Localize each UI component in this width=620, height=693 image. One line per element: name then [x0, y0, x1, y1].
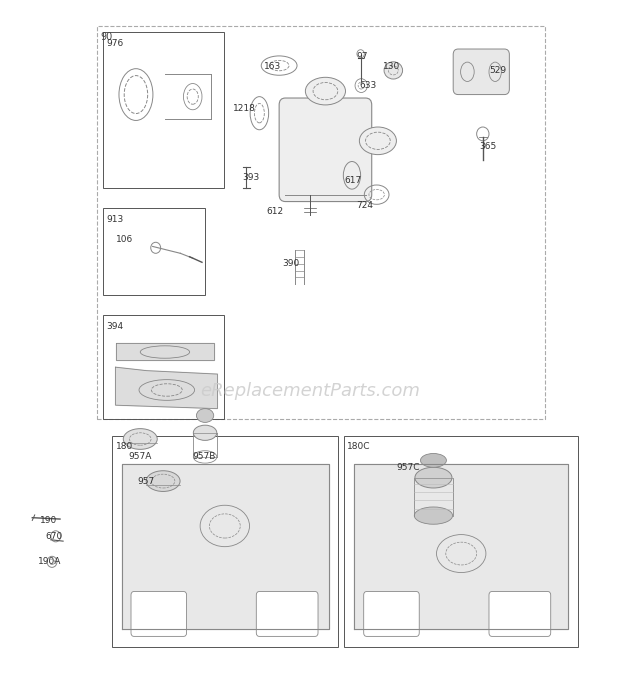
FancyBboxPatch shape	[131, 592, 187, 636]
Text: 724: 724	[356, 200, 373, 209]
Text: 394: 394	[106, 322, 123, 331]
Text: 180: 180	[115, 442, 133, 451]
Text: 97: 97	[356, 52, 368, 61]
Text: 612: 612	[267, 207, 284, 216]
Text: 390: 390	[282, 259, 299, 268]
Ellipse shape	[193, 426, 217, 440]
Bar	[97, 26, 544, 419]
Text: 1218: 1218	[233, 104, 255, 113]
Ellipse shape	[306, 78, 345, 105]
Text: 393: 393	[242, 173, 259, 182]
FancyBboxPatch shape	[279, 98, 372, 202]
Text: 957C: 957C	[396, 463, 420, 472]
Text: 670: 670	[46, 532, 63, 541]
Text: 163: 163	[264, 62, 281, 71]
Text: 529: 529	[489, 66, 506, 75]
Ellipse shape	[343, 161, 361, 189]
Bar	[104, 315, 224, 419]
Text: 957B: 957B	[193, 453, 216, 462]
Ellipse shape	[384, 62, 402, 79]
FancyBboxPatch shape	[364, 592, 419, 636]
Text: 130: 130	[383, 62, 400, 71]
Text: eReplacementParts.com: eReplacementParts.com	[200, 383, 420, 401]
Ellipse shape	[360, 127, 396, 155]
Polygon shape	[115, 367, 218, 409]
FancyBboxPatch shape	[489, 592, 551, 636]
Text: 190A: 190A	[38, 557, 62, 566]
Text: 976: 976	[106, 39, 123, 48]
Text: 633: 633	[360, 81, 376, 90]
Ellipse shape	[420, 453, 446, 467]
Polygon shape	[122, 464, 329, 629]
Ellipse shape	[415, 467, 452, 488]
Ellipse shape	[146, 471, 180, 491]
Text: 957A: 957A	[128, 453, 151, 462]
Text: 106: 106	[115, 235, 133, 244]
Text: 180C: 180C	[347, 442, 371, 451]
FancyBboxPatch shape	[453, 49, 510, 94]
Bar	[104, 33, 224, 188]
Ellipse shape	[123, 429, 157, 449]
Text: 90: 90	[100, 33, 112, 42]
Ellipse shape	[197, 409, 214, 423]
Bar	[344, 436, 578, 647]
Text: 617: 617	[344, 176, 361, 185]
Polygon shape	[115, 343, 215, 360]
Text: 913: 913	[106, 215, 123, 224]
Text: 957: 957	[137, 477, 154, 486]
Text: 190: 190	[40, 516, 57, 525]
Polygon shape	[355, 464, 568, 629]
FancyBboxPatch shape	[256, 592, 318, 636]
Bar	[112, 436, 338, 647]
Text: 365: 365	[480, 142, 497, 151]
Bar	[104, 209, 205, 295]
Ellipse shape	[414, 507, 453, 524]
